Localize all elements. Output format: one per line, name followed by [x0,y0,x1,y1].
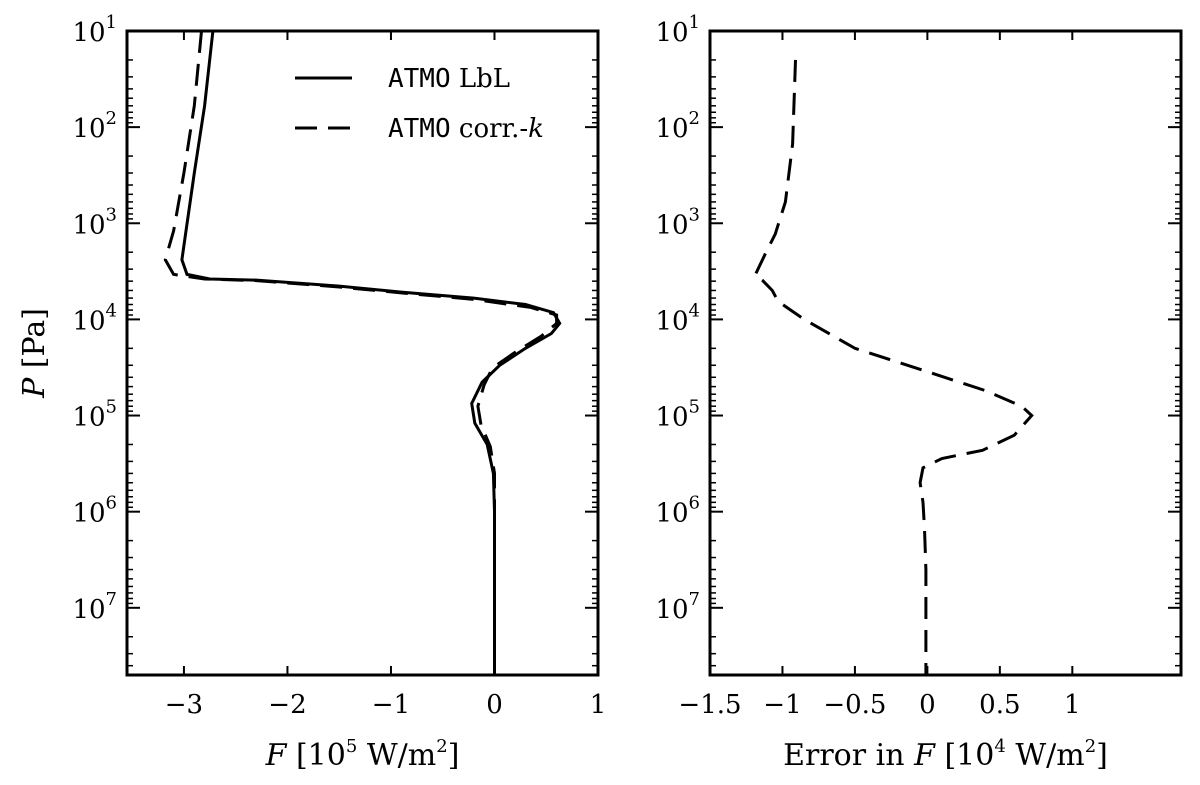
left-panel-flux: −3 −2 −1 0 1 101 102 103 104 105 106 107 F [105 W/m2… [17,12,606,773]
y-tick-label: 102 [655,108,700,144]
x-tick-label: −2 [268,690,306,720]
x-axis-label: Error in F [104 W/m2] [783,736,1108,773]
y-tick-label: 106 [72,493,117,529]
y-tick-label: 106 [655,493,700,529]
x-tick-label: 1 [590,690,607,720]
x-tick-label: −1 [372,690,410,720]
y-tick-label: 107 [655,589,700,625]
series-line-solid [180,31,562,675]
plot-frame [125,29,600,677]
series-line-dashed [752,59,1034,675]
y-tick-label: 103 [655,204,700,240]
x-axis-label: F [105 W/m2] [265,736,460,773]
y-axis-label: P [Pa] [17,308,52,399]
plot-frame [708,29,1183,677]
x-tick-label: 0 [919,690,936,720]
x-tick-label: 1 [1064,690,1081,720]
y-tick-label: 104 [655,300,700,336]
x-tick-label: 0.5 [979,690,1020,720]
legend-label: ATMO LbL [388,64,510,94]
x-tick-label: −1.5 [678,690,741,720]
y-tick-label: 105 [655,397,700,433]
y-tick-label: 101 [655,12,700,48]
y-tick-label: 102 [72,108,117,144]
x-tick-label: 0 [486,690,503,720]
y-tick-label: 107 [72,589,117,625]
y-tick-label: 105 [72,397,117,433]
x-tick-label: −3 [165,690,203,720]
right-panel-error: −1.5 −1 −0.5 0 0.5 1 101 102 103 104 105 106 107 Erro… [655,12,1183,773]
legend: ATMO LbL ATMO corr.-k [295,64,544,144]
x-tick-label: −0.5 [823,690,886,720]
y-tick-label: 101 [72,12,117,48]
legend-label: ATMO corr.-k [388,114,544,144]
y-tick-label: 103 [72,204,117,240]
y-tick-label: 104 [72,300,117,336]
x-tick-label: −1 [763,690,801,720]
